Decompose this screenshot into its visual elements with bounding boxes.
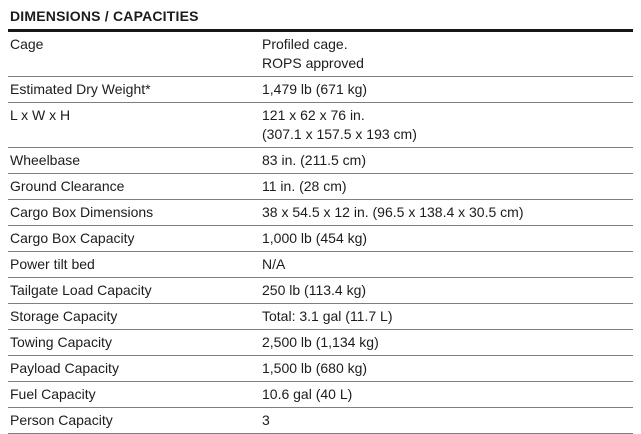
table-title: DIMENSIONS / CAPACITIES xyxy=(8,0,633,32)
table-row-fuel-capacity: Fuel Capacity 10.6 gal (40 L) xyxy=(8,382,633,408)
table-row-cargo-box-dimensions: Cargo Box Dimensions 38 x 54.5 x 12 in. … xyxy=(8,200,633,226)
spec-value: Profiled cage. ROPS approved xyxy=(262,36,364,71)
spec-label: Power tilt bed xyxy=(10,256,95,272)
spec-label: Payload Capacity xyxy=(10,360,119,376)
spec-value: 1,479 lb (671 kg) xyxy=(262,81,368,97)
spec-value: 10.6 gal (40 L) xyxy=(262,386,353,402)
spec-label: Cargo Box Capacity xyxy=(10,230,135,246)
spec-value: 38 x 54.5 x 12 in. (96.5 x 138.4 x 30.5 … xyxy=(262,204,524,220)
spec-value: 121 x 62 x 76 in. (307.1 x 157.5 x 193 c… xyxy=(262,107,417,142)
spec-value: 250 lb (113.4 kg) xyxy=(262,282,367,298)
table-row-towing-capacity: Towing Capacity 2,500 lb (1,134 kg) xyxy=(8,330,633,356)
spec-value: 2,500 lb (1,134 kg) xyxy=(262,334,379,350)
spec-label: Estimated Dry Weight* xyxy=(10,81,151,97)
spec-value: 11 in. (28 cm) xyxy=(262,178,347,194)
table-row-payload-capacity: Payload Capacity 1,500 lb (680 kg) xyxy=(8,356,633,382)
spec-label: Storage Capacity xyxy=(10,308,118,324)
table-row-cage: Cage Profiled cage. ROPS approved xyxy=(8,32,633,77)
table-row-l-w-h: L x W x H 121 x 62 x 76 in. (307.1 x 157… xyxy=(8,103,633,148)
dimensions-capacities-table: DIMENSIONS / CAPACITIES Cage Profiled ca… xyxy=(8,0,633,434)
spec-label: Person Capacity xyxy=(10,412,113,428)
spec-label: Towing Capacity xyxy=(10,334,112,350)
spec-value: 3 xyxy=(262,412,270,428)
table-row-wheelbase: Wheelbase 83 in. (211.5 cm) xyxy=(8,148,633,174)
table-row-power-tilt-bed: Power tilt bed N/A xyxy=(8,252,633,278)
spec-label: L x W x H xyxy=(10,107,71,123)
spec-label: Tailgate Load Capacity xyxy=(10,282,152,298)
spec-label: Wheelbase xyxy=(10,152,81,168)
spec-label: Ground Clearance xyxy=(10,178,125,194)
spec-value: Total: 3.1 gal (11.7 L) xyxy=(262,308,393,324)
spec-label: Cargo Box Dimensions xyxy=(10,204,154,220)
spec-value: N/A xyxy=(262,256,286,272)
spec-value: 1,000 lb (454 kg) xyxy=(262,230,368,246)
spec-value: 83 in. (211.5 cm) xyxy=(262,152,367,168)
table-row-storage-capacity: Storage Capacity Total: 3.1 gal (11.7 L) xyxy=(8,304,633,330)
spec-value: 1,500 lb (680 kg) xyxy=(262,360,368,376)
table-row-cargo-box-capacity: Cargo Box Capacity 1,000 lb (454 kg) xyxy=(8,226,633,252)
spec-label: Fuel Capacity xyxy=(10,386,96,402)
table-row-person-capacity: Person Capacity 3 xyxy=(8,408,633,434)
table-row-tailgate-load-capacity: Tailgate Load Capacity 250 lb (113.4 kg) xyxy=(8,278,633,304)
table-row-estimated-dry-weight: Estimated Dry Weight* 1,479 lb (671 kg) xyxy=(8,77,633,103)
spec-label: Cage xyxy=(10,36,44,52)
table-row-ground-clearance: Ground Clearance 11 in. (28 cm) xyxy=(8,174,633,200)
